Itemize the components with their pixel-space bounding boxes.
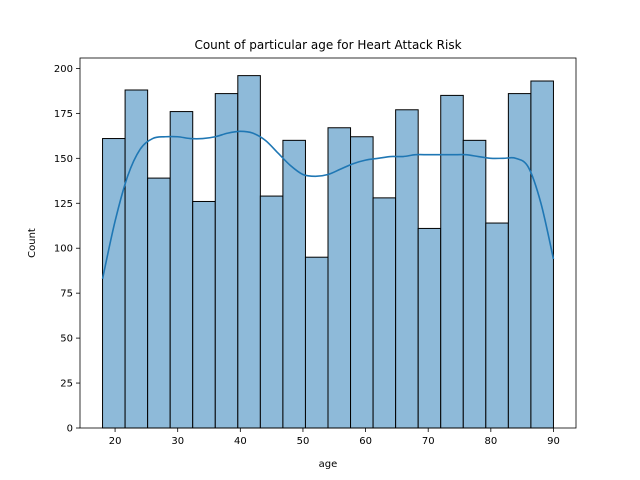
histogram-bar (304, 256, 329, 429)
histogram-bar (169, 111, 194, 429)
kde-line (101, 130, 555, 279)
x-tick-label: 70 (422, 436, 435, 447)
y-tick-label: 0 (67, 424, 73, 435)
bars-group (102, 75, 554, 429)
histogram-bar (507, 93, 532, 429)
y-tick-label: 150 (54, 154, 73, 165)
x-tick-label: 80 (484, 436, 497, 447)
histogram-bar (147, 177, 171, 429)
histogram-bar (214, 93, 239, 429)
histogram-bar (282, 139, 306, 429)
y-tick-label: 200 (54, 64, 73, 75)
histogram-bar (372, 197, 397, 429)
y-tick-label: 175 (54, 109, 73, 120)
x-tick-label: 60 (359, 436, 372, 447)
histogram-bar (350, 136, 374, 429)
plot-frame (79, 57, 577, 429)
y-tick-label: 125 (54, 199, 73, 210)
x-tick-label: 90 (547, 436, 560, 447)
y-tick-label: 100 (54, 244, 73, 255)
x-tick-label: 20 (109, 436, 122, 447)
y-axis-label: Count (27, 228, 38, 258)
histogram-bar (259, 195, 284, 429)
kde-group (101, 130, 555, 279)
histogram-bar (440, 94, 464, 429)
x-tick-label: 50 (297, 436, 310, 447)
histogram-bar (395, 109, 419, 429)
x-axis: 20 30 40 50 60 70 80 90 (109, 428, 560, 447)
histogram-bar (462, 139, 487, 429)
y-tick-label: 75 (60, 289, 73, 300)
histogram-bar (237, 75, 261, 429)
x-axis-label: age (319, 459, 338, 470)
x-tick-label: 30 (171, 436, 184, 447)
histogram-bar (417, 227, 442, 429)
chart-title: Count of particular age for Heart Attack… (194, 38, 461, 52)
y-tick-label: 25 (60, 379, 73, 390)
y-axis: 0 25 50 75 100 125 150 175 200 (54, 64, 80, 435)
histogram-bar (192, 200, 216, 429)
histogram-bar (124, 89, 149, 429)
histogram-bar (485, 222, 509, 429)
histogram-bar (102, 138, 126, 429)
x-tick-label: 40 (234, 436, 247, 447)
y-tick-label: 50 (60, 334, 73, 345)
histogram-bar (530, 80, 554, 429)
